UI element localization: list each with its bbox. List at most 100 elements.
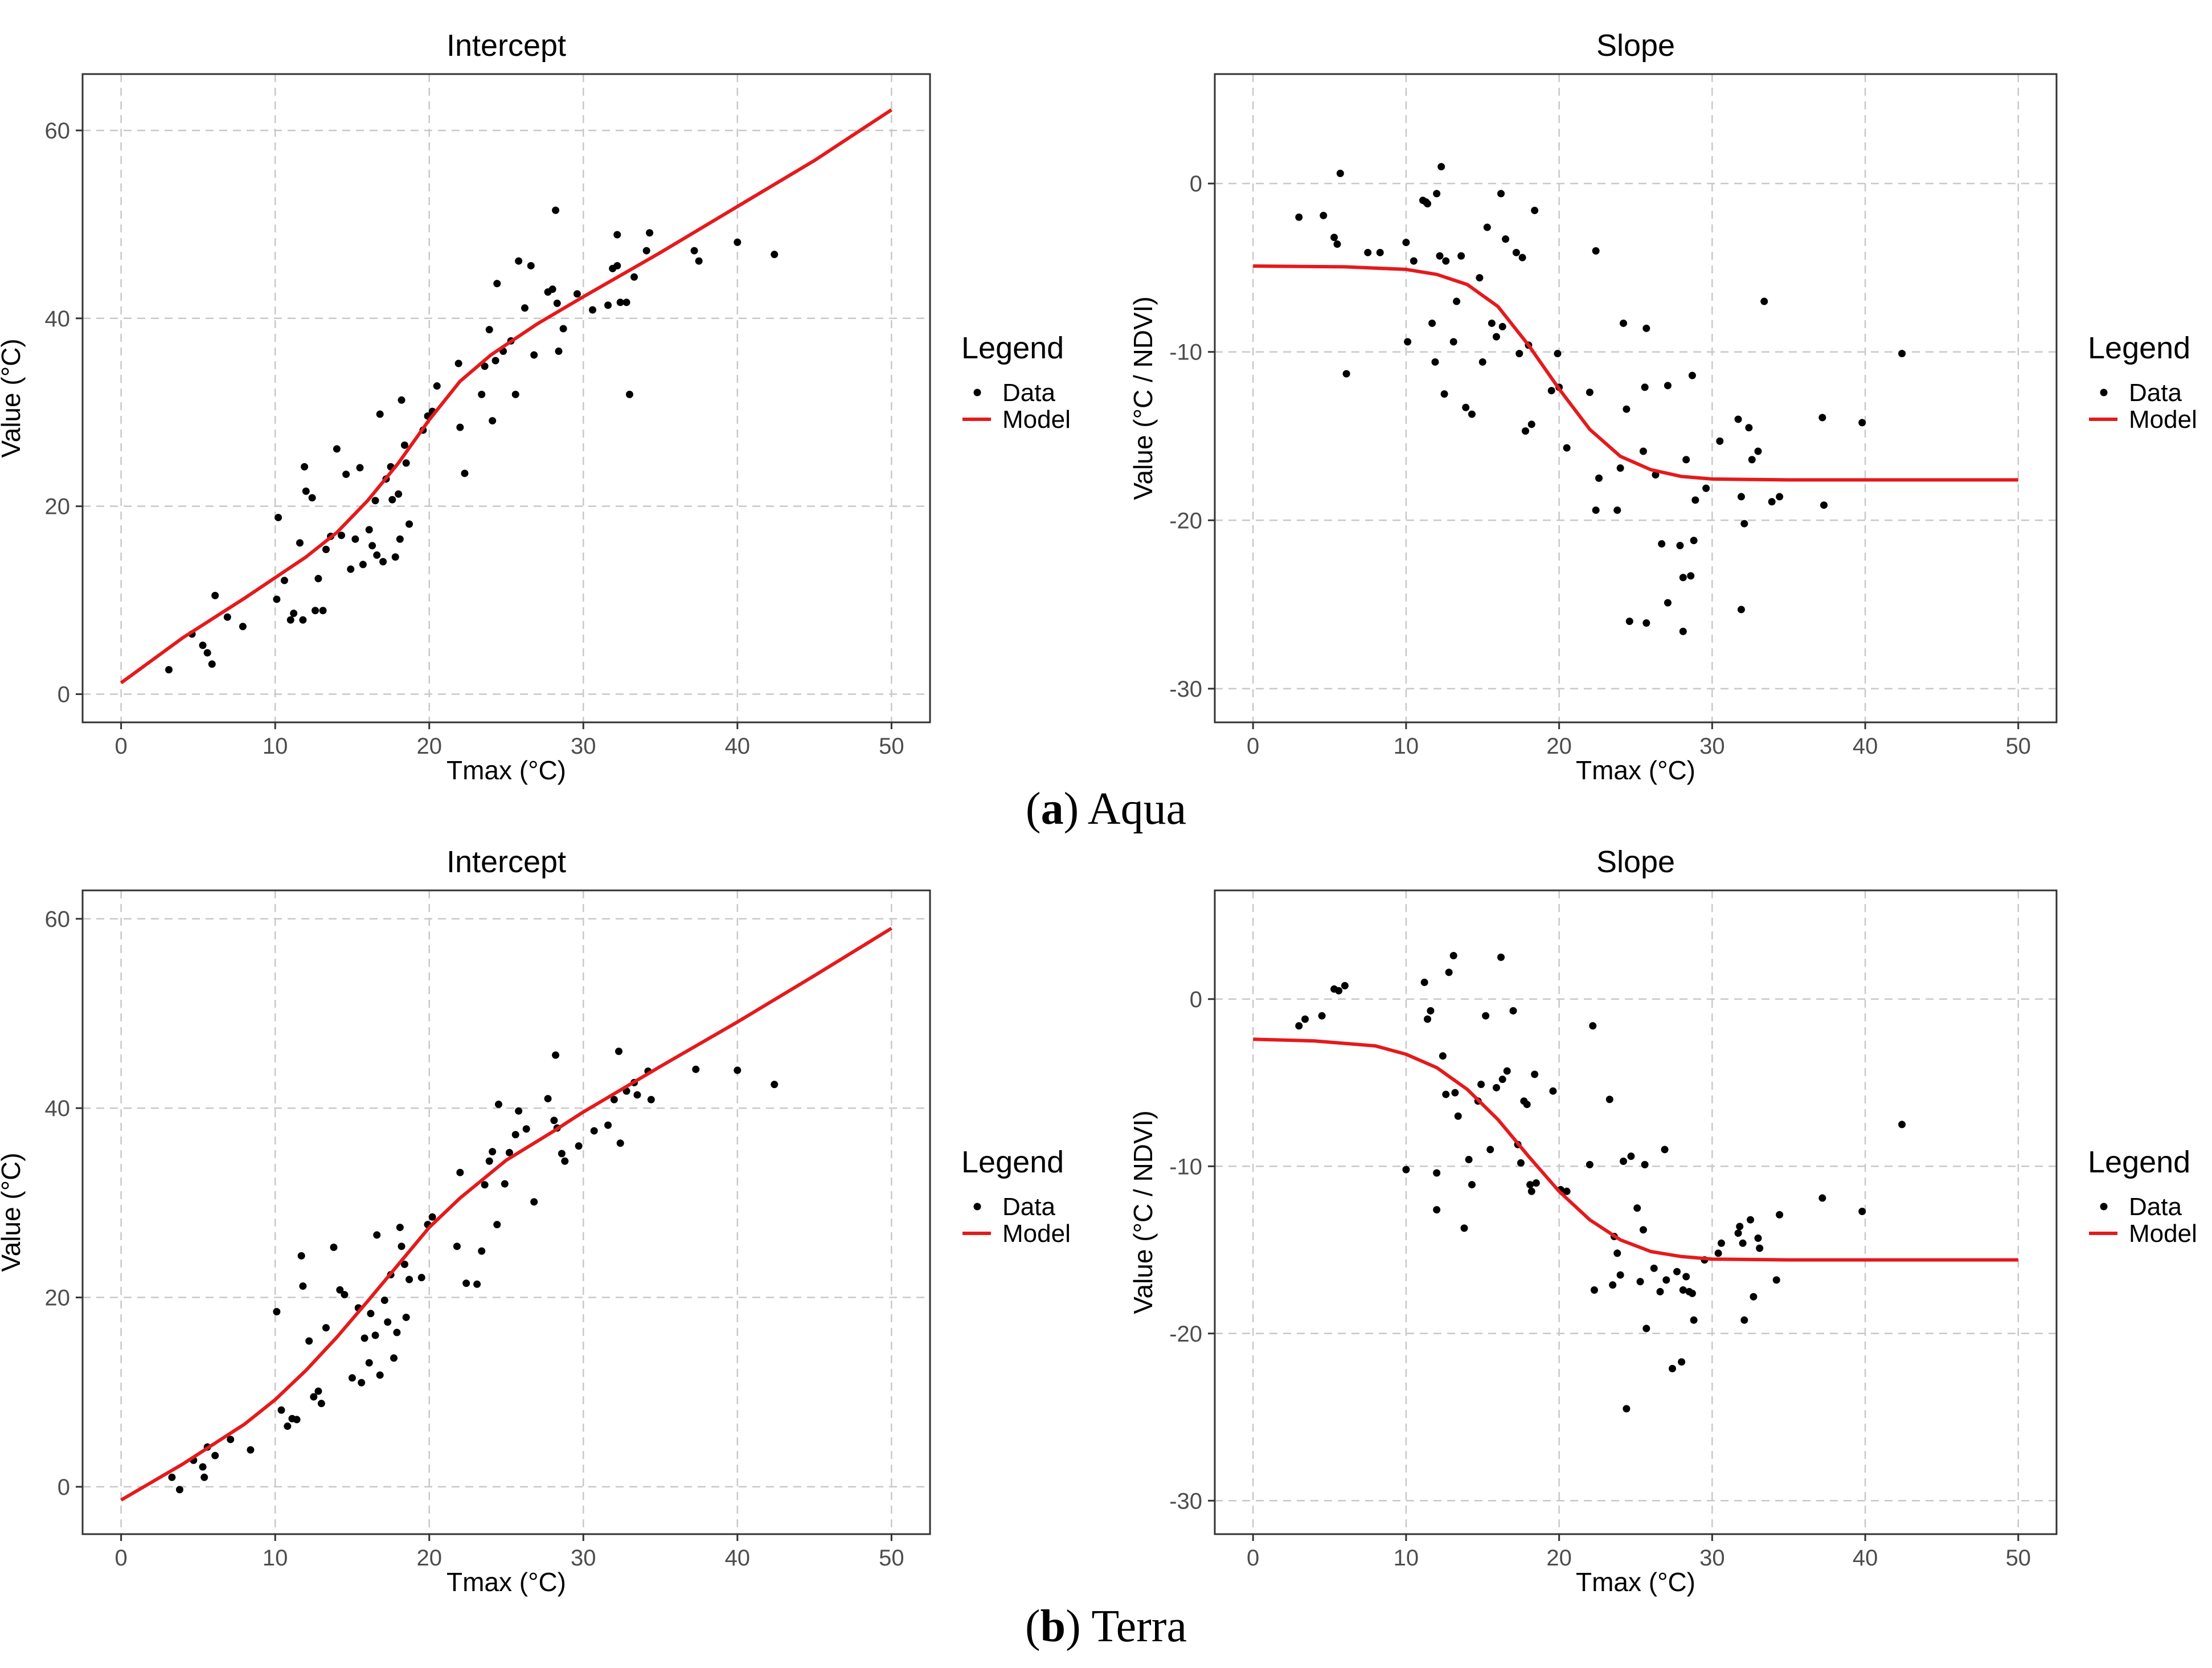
chart-3-data-point — [199, 1463, 207, 1471]
chart-1-x-tick-label: 10 — [263, 734, 288, 759]
chart-2-data-point — [1437, 163, 1445, 171]
chart-3-data-point — [365, 1359, 373, 1367]
chart-4-data-point — [1747, 1216, 1755, 1224]
chart-2-data-point — [1652, 471, 1660, 479]
chart-2-data-point — [1468, 410, 1476, 418]
chart-2-title: Slope — [1596, 28, 1675, 63]
chart-1-data-point — [199, 641, 207, 649]
chart-2-data-point — [1688, 371, 1696, 379]
chart-2-data-point — [1457, 252, 1465, 260]
chart-4-data-point — [1661, 1146, 1669, 1154]
chart-4-data-point — [1679, 1286, 1687, 1294]
chart-2-data-point — [1527, 420, 1535, 428]
chart-1-data-point — [493, 280, 501, 288]
chart-4-data-point — [1739, 1239, 1747, 1247]
chart-3-data-point — [380, 1297, 388, 1305]
chart-3-data-point — [376, 1371, 384, 1379]
chart-1-data-point — [530, 351, 538, 359]
chart-3-x-tick-label: 10 — [263, 1546, 288, 1571]
chart-2-data-point — [1563, 444, 1571, 452]
chart-4-x-tick-label: 10 — [1394, 1546, 1419, 1571]
chart-1-data-point — [211, 591, 219, 599]
chart-4-data-point — [1623, 1405, 1631, 1413]
chart-3-data-point — [293, 1416, 301, 1424]
chart-1-data-point — [371, 497, 379, 505]
chart-4-data-point — [1433, 1169, 1441, 1177]
chart-1-data-point — [388, 496, 396, 504]
chart-2-data-point — [1642, 619, 1650, 627]
chart-2-data-point — [1376, 248, 1384, 256]
chart-4-legend-data-label: Data — [2129, 1193, 2182, 1221]
chart-2-legend-data-label: Data — [2129, 379, 2182, 407]
chart-4-data-point — [1858, 1208, 1866, 1216]
chart-4-data-point — [1736, 1223, 1744, 1230]
chart-3-data-point — [277, 1406, 285, 1414]
chart-2-y-tick-label: -30 — [1169, 677, 1202, 702]
chart-1-data-point — [203, 649, 211, 657]
chart-2-data-point — [1760, 297, 1768, 305]
chart-4-x-tick-label: 50 — [2006, 1546, 2031, 1571]
chart-4-data-point — [1586, 1160, 1594, 1168]
chart-3-data-point — [227, 1436, 235, 1444]
chart-4-data-point — [1318, 1012, 1326, 1020]
chart-2-data-point — [1478, 358, 1486, 366]
chart-2-data-point — [1682, 456, 1690, 464]
chart-3-data-point — [330, 1243, 338, 1251]
chart-3-data-point — [314, 1387, 322, 1395]
chart-4-data-point — [1740, 1316, 1748, 1324]
chart-2-data-point — [1476, 274, 1484, 282]
chart-2-data-point — [1745, 424, 1753, 432]
chart-4-data-point — [1756, 1244, 1764, 1252]
chart-1-data-point — [559, 325, 567, 333]
chart-2-data-point — [1639, 447, 1647, 455]
chart-1-data-point — [273, 595, 281, 603]
chart-3-data-point — [168, 1473, 176, 1481]
chart-1-data-point — [165, 666, 173, 674]
chart-1-y-tick-label: 60 — [45, 118, 71, 144]
chart-2-legend-model-label: Model — [2129, 406, 2197, 434]
chart-2-y-axis-title: Value (°C / NDVI) — [1128, 296, 1158, 500]
chart-2-data-point — [1554, 350, 1562, 358]
chart-3-data-point — [396, 1224, 404, 1232]
chart-4-y-tick-label: -10 — [1169, 1154, 1202, 1179]
chart-2-y-tick-label: 0 — [1190, 171, 1202, 197]
caption-name-aqua: Aqua — [1087, 784, 1187, 834]
chart-3-data-point — [211, 1452, 219, 1460]
chart-1-data-point — [630, 273, 638, 281]
chart-4-data-point — [1641, 1160, 1649, 1168]
chart-4-model-line — [1253, 1037, 2018, 1262]
chart-1-y-axis-title: Value (°C) — [0, 338, 26, 457]
chart-4-data-point — [1642, 1324, 1650, 1332]
chart-2-x-tick-label: 20 — [1546, 734, 1572, 759]
chart-1-data-point — [400, 441, 408, 449]
chart-1-x-tick-label: 40 — [725, 734, 751, 759]
chart-2-data-point — [1776, 493, 1784, 501]
chart-3-data-point — [481, 1181, 489, 1189]
chart-1-data-point — [734, 238, 742, 246]
chart-2-data-point — [1664, 599, 1672, 607]
chart-1-data-point — [338, 532, 346, 539]
chart-1-data-point — [376, 410, 384, 418]
chart-1-legend-data-label: Data — [1002, 379, 1055, 407]
chart-4-data-point — [1492, 1084, 1500, 1091]
chart-1-data-point — [296, 539, 304, 547]
chart-4-data-point — [1468, 1181, 1476, 1189]
chart-1-data-point — [433, 382, 441, 390]
chart-4-x-tick-label: 20 — [1546, 1546, 1572, 1571]
chart-2-data-point — [1320, 211, 1328, 219]
chart-3-data-point — [341, 1291, 349, 1299]
chart-2-data-point — [1442, 257, 1450, 265]
chart-1-model-line — [120, 108, 893, 685]
chart-2-data-point — [1531, 206, 1539, 214]
chart-4-data-point — [1754, 1234, 1762, 1242]
chart-2-data-point — [1424, 200, 1432, 208]
chart-4-data-point — [1439, 1052, 1447, 1060]
chart-2-x-tick-label: 50 — [2006, 734, 2031, 759]
chart-2-data-point — [1515, 350, 1523, 358]
chart-1-data-point — [613, 231, 621, 239]
chart-2-data-point — [1431, 358, 1439, 366]
chart-2-data-point — [1330, 234, 1338, 242]
chart-3-x-tick-label: 0 — [115, 1546, 128, 1571]
chart-4-data-point — [1503, 1067, 1511, 1075]
chart-1-data-point — [373, 551, 381, 559]
